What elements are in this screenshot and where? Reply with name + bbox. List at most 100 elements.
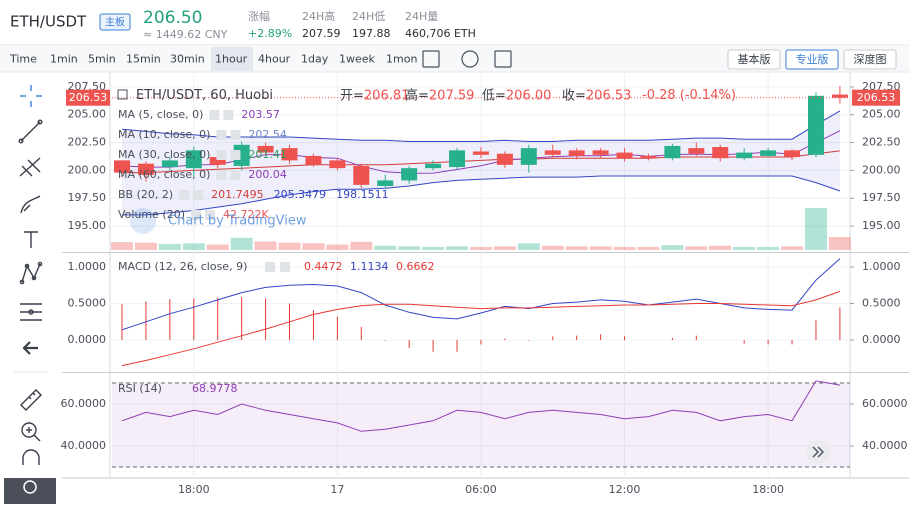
magnet-tool[interactable] — [22, 449, 40, 465]
y-tick-label: 195.00 — [862, 219, 901, 232]
ohlc-legend: 低=206.00 — [482, 88, 551, 103]
candle-body — [401, 168, 418, 181]
indicator-name: MACD (12, 26, close, 9) — [118, 260, 247, 273]
plot-layer — [110, 74, 851, 476]
interval-button[interactable]: 1hour — [215, 53, 248, 66]
ohlc-value: 207.59 — [429, 88, 475, 103]
band-lower — [122, 175, 841, 216]
indicator-remove[interactable] — [223, 110, 234, 120]
y-tick-label-left: 205.00 — [68, 108, 107, 121]
candle-body — [592, 150, 609, 155]
volume-bar — [422, 246, 445, 250]
text-tool[interactable] — [24, 231, 38, 248]
candle-body — [305, 155, 322, 165]
indicator-remove[interactable] — [193, 190, 204, 200]
ohlc-label: 开= — [340, 88, 364, 103]
zoom-tool[interactable] — [21, 422, 41, 442]
interval-button[interactable]: 1min — [50, 53, 78, 66]
indicator-remove[interactable] — [230, 130, 241, 140]
x-tick-label: 18:00 — [178, 483, 210, 496]
x-tick-label: 12:00 — [609, 483, 641, 496]
volume-bar — [613, 246, 636, 250]
brush-tool[interactable] — [20, 195, 41, 214]
fork-tool[interactable] — [19, 157, 41, 177]
crosshair-tool[interactable] — [20, 85, 42, 107]
indicator-remove[interactable] — [280, 262, 290, 272]
ohlc-value: 206.53 — [586, 88, 632, 103]
last-price: 206.50 — [143, 8, 202, 28]
collapse-icon — [117, 89, 128, 100]
trendline-tool[interactable] — [18, 119, 43, 144]
volume-bar — [637, 246, 660, 250]
rsi-line — [121, 380, 840, 432]
price-cny: ≈ 1449.62 CNY — [143, 28, 228, 41]
indicator-settings[interactable] — [216, 130, 227, 140]
volume-bar — [733, 246, 756, 250]
chart-title: ETH/USDT, 60, Huobi — [136, 88, 273, 103]
volume-bar — [469, 246, 492, 250]
stat-value: 460,706 ETH — [405, 27, 476, 40]
pattern-tool[interactable] — [19, 261, 43, 285]
scroll-right-icon — [812, 446, 824, 458]
ruler-tool[interactable] — [20, 389, 42, 411]
settings-button[interactable] — [4, 478, 56, 504]
y-tick-label: 0.5000 — [862, 297, 901, 310]
interval-button[interactable]: Time — [9, 53, 37, 66]
indicator-settings[interactable] — [191, 210, 201, 220]
band-upper — [121, 110, 841, 142]
y-tick-label: 202.50 — [862, 136, 901, 149]
stat-label: 24H高 — [302, 9, 335, 23]
board-badge — [99, 13, 131, 31]
candle-body — [616, 152, 633, 159]
candle-body — [137, 163, 154, 175]
interval-button[interactable]: 1week — [339, 53, 376, 66]
volume-bar — [398, 246, 421, 250]
measure-tool[interactable] — [20, 303, 42, 321]
screenshot-button[interactable] — [494, 50, 512, 68]
ohlc-value: 206.00 — [506, 88, 552, 103]
y-tick-label-left: 0.0000 — [68, 333, 107, 346]
candle-body — [760, 150, 777, 156]
stat-value: 207.59 — [302, 27, 341, 40]
view-button[interactable]: 专业版 — [796, 52, 829, 66]
indicator-value: 205.3479 — [274, 188, 327, 201]
indicator-settings[interactable] — [216, 170, 227, 180]
interval-button[interactable]: 4hour — [258, 53, 291, 66]
indicator-remove[interactable] — [230, 150, 241, 160]
back-tool[interactable] — [22, 341, 38, 355]
volume-bar — [254, 241, 277, 250]
indicator-settings[interactable] — [216, 150, 227, 160]
settings-button[interactable] — [461, 50, 479, 68]
y-tick-label-left: 197.50 — [68, 191, 107, 204]
indicator-button[interactable] — [422, 50, 440, 68]
indicator-remove[interactable] — [230, 170, 241, 180]
interval-button[interactable]: 1mon — [386, 53, 417, 66]
volume-bar — [493, 246, 516, 250]
candle-body — [736, 152, 753, 159]
stat-value: +2.89% — [248, 27, 292, 40]
y-tick-label: 200.00 — [862, 163, 901, 176]
view-button[interactable]: 基本版 — [738, 52, 771, 66]
candle-body — [377, 180, 394, 186]
indicator-settings[interactable] — [265, 262, 275, 272]
candle-body — [831, 94, 848, 98]
indicator-settings[interactable] — [179, 190, 190, 200]
indicator-name: Volume (20) — [118, 208, 185, 221]
volume-bar — [804, 208, 827, 250]
ohlc-value: 206.81 — [364, 88, 410, 103]
view-button[interactable]: 深度图 — [854, 52, 887, 66]
indicator-value: 198.1511 — [336, 188, 389, 201]
volume-bar — [541, 245, 564, 250]
interval-button[interactable]: 15min — [126, 53, 161, 66]
indicator-value: 201.41 — [248, 148, 287, 161]
candle-body — [712, 147, 729, 159]
candle-body — [544, 150, 561, 155]
indicator-settings[interactable] — [209, 110, 220, 120]
volume-bar — [685, 246, 708, 250]
indicator-remove[interactable] — [205, 210, 215, 220]
interval-button[interactable]: 1day — [301, 53, 329, 66]
interval-button[interactable]: 5min — [88, 53, 116, 66]
interval-button[interactable]: 30min — [170, 53, 205, 66]
view-button-frame — [785, 49, 839, 70]
y-tick-label-left: 207.50 — [68, 80, 107, 93]
